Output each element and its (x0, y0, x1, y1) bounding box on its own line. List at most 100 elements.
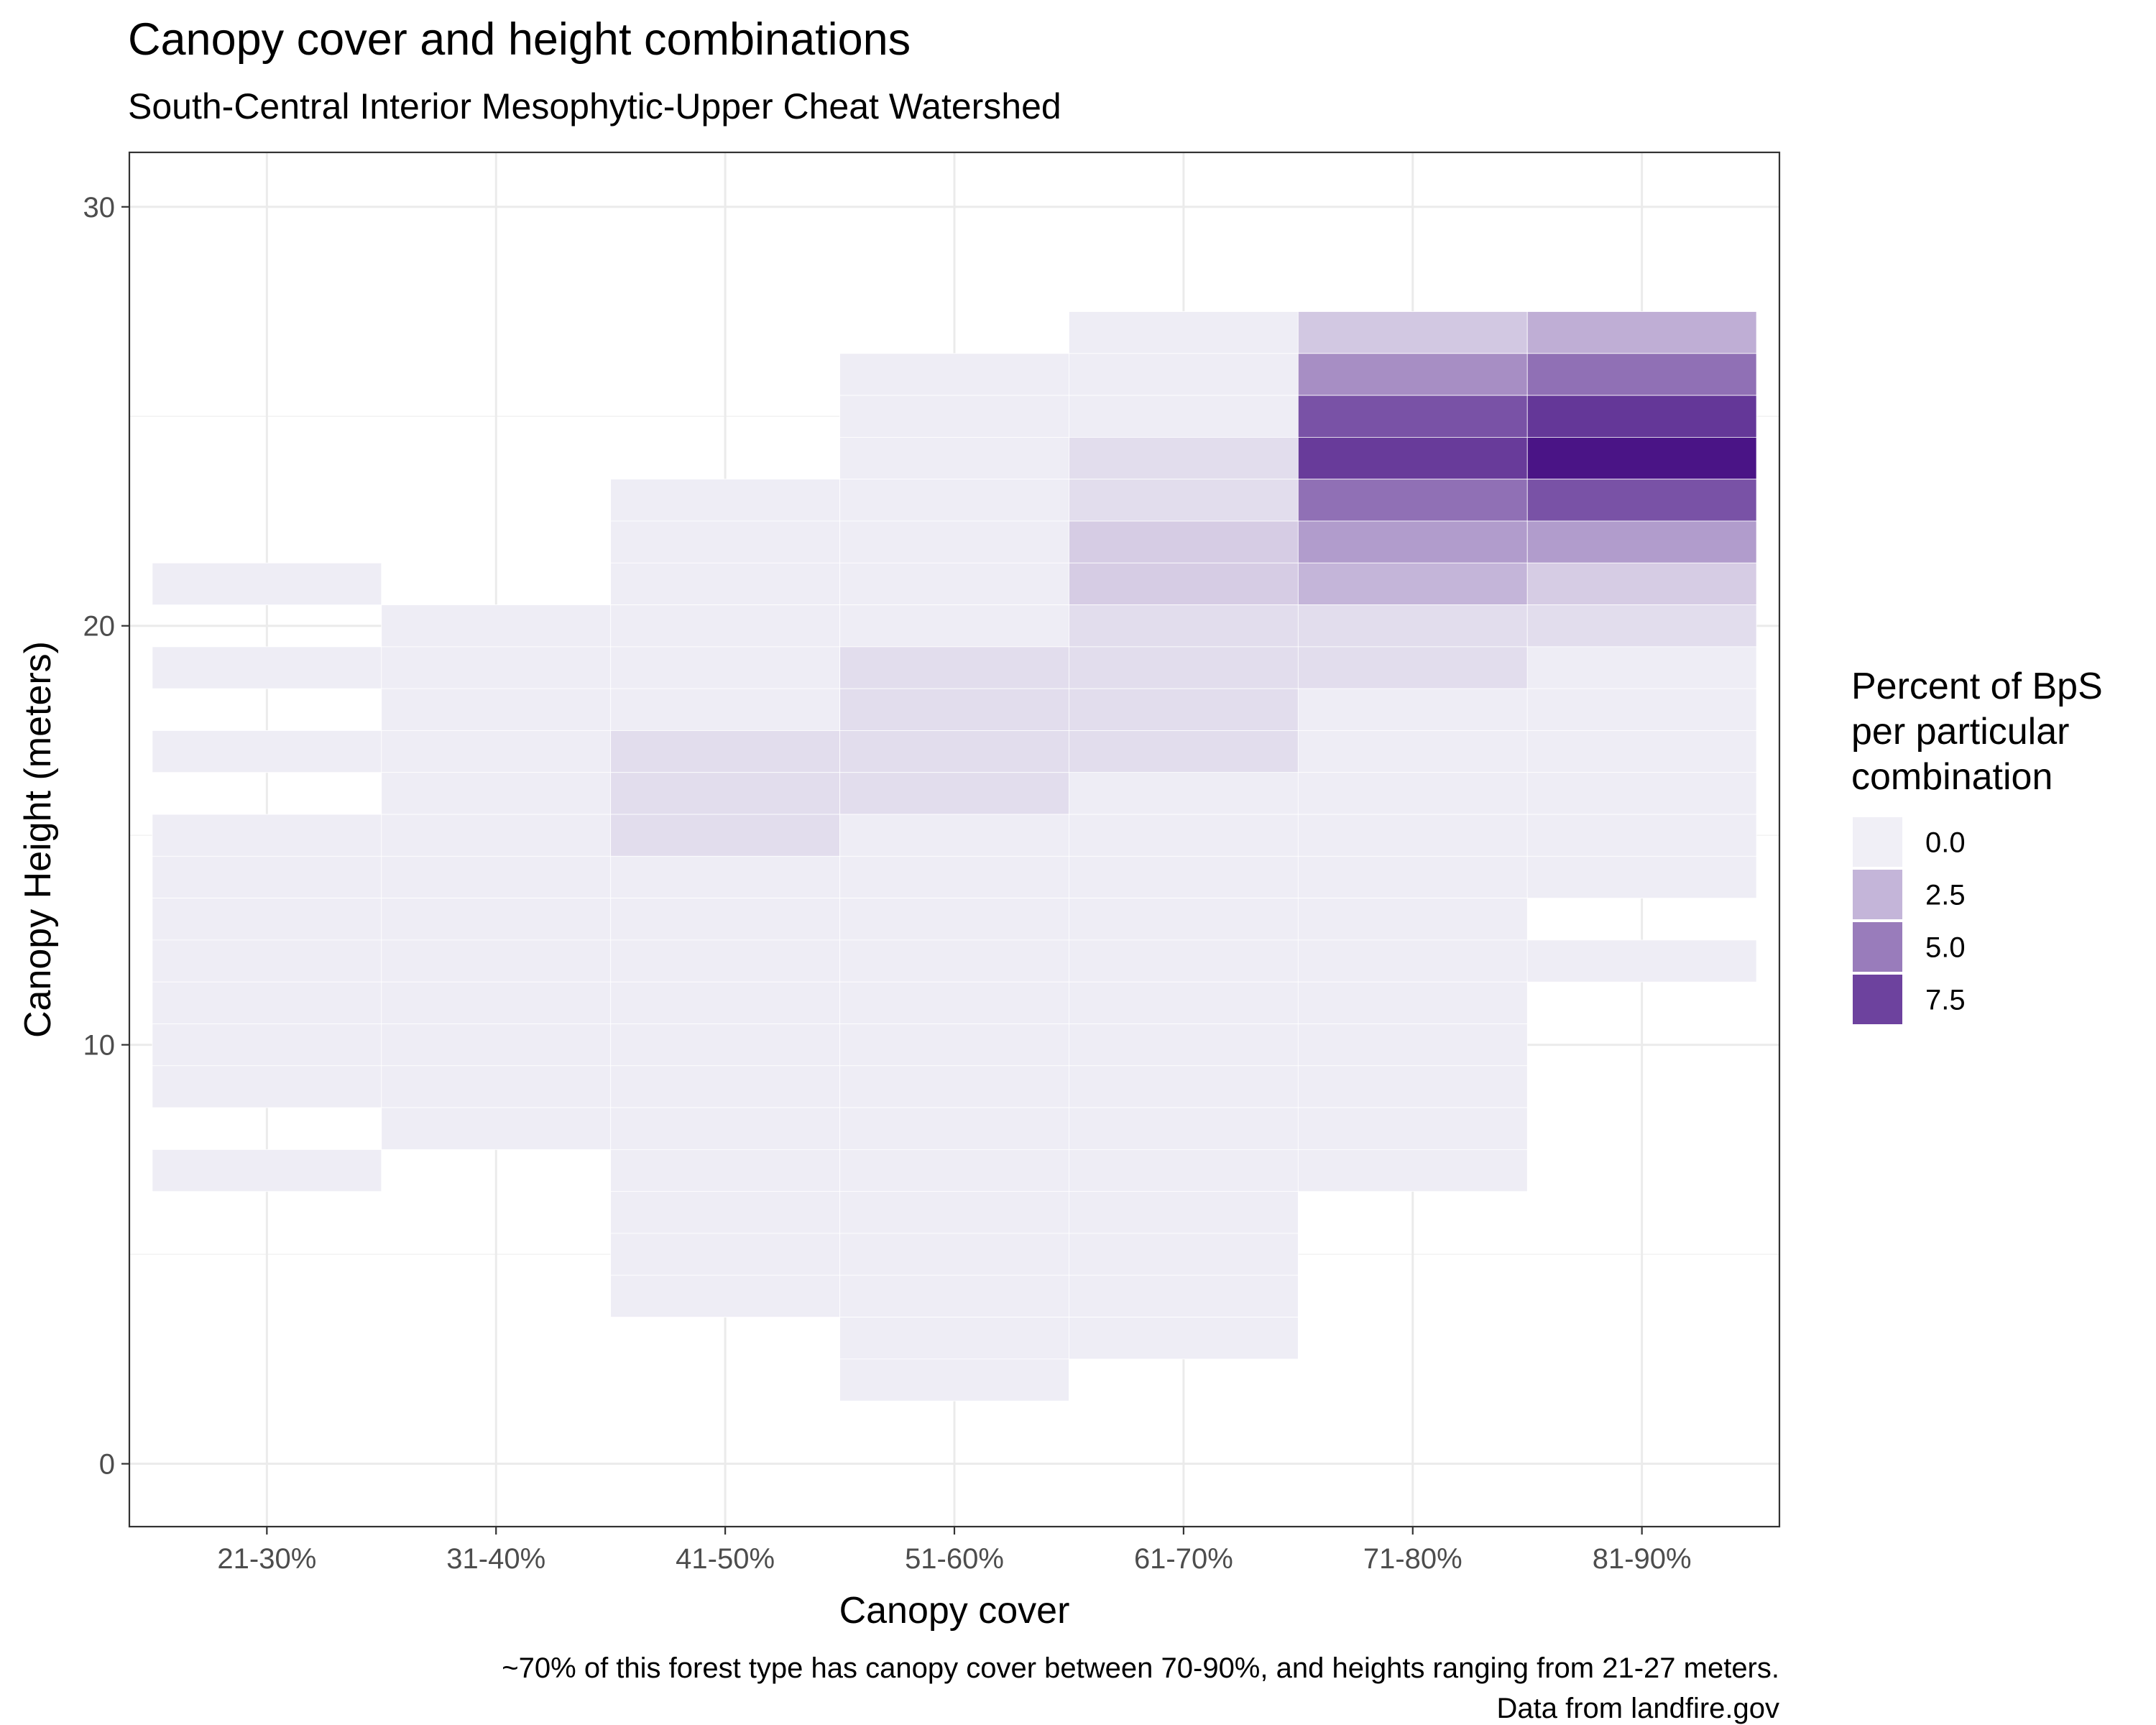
y-tick-label: 20 (83, 611, 116, 643)
heatmap-cell (1297, 855, 1528, 899)
heatmap-cell (381, 898, 612, 941)
heatmap-cell (1297, 479, 1528, 522)
heatmap-cell (610, 562, 840, 605)
heatmap-cell (1069, 1317, 1299, 1360)
heatmap-cell (381, 772, 612, 815)
heatmap-cell (839, 1191, 1069, 1234)
y-tick-label: 30 (83, 192, 116, 224)
heatmap-cell (1526, 646, 1757, 689)
heatmap-cell (610, 1107, 840, 1150)
heatmap-cell (1069, 1149, 1299, 1192)
heatmap-cell (1297, 353, 1528, 396)
x-tick-label: 21-30% (217, 1543, 316, 1575)
heatmap-cell (381, 646, 612, 689)
heatmap-cell (1069, 562, 1299, 605)
heatmap-cell (610, 1065, 840, 1108)
heatmap-cell (152, 855, 382, 899)
heatmap-cell (839, 353, 1069, 396)
heatmap-cell (1069, 1107, 1299, 1150)
heatmap-cell (1069, 520, 1299, 564)
heatmap-cell (381, 855, 612, 899)
heatmap-cell (1297, 772, 1528, 815)
heatmap-cell (1297, 436, 1528, 480)
x-tick-label: 31-40% (446, 1543, 545, 1575)
heatmap-cell (1297, 1149, 1528, 1192)
heatmap-cell (1069, 1065, 1299, 1108)
heatmap-cell (1526, 436, 1757, 480)
heatmap-cell (839, 981, 1069, 1024)
heatmap-cell (1526, 604, 1757, 648)
x-tick-label: 61-70% (1134, 1543, 1233, 1575)
heatmap-cell (610, 479, 840, 522)
heatmap-cell (839, 730, 1069, 773)
heatmap-cell (1297, 395, 1528, 438)
heatmap-cell (839, 1149, 1069, 1192)
heatmap-cell (1069, 1191, 1299, 1234)
heatmap-cell (610, 730, 840, 773)
heatmap-cell (152, 1024, 382, 1067)
heatmap-cell (610, 1149, 840, 1192)
heatmap-cell (1069, 1024, 1299, 1067)
heatmap-cell (1069, 814, 1299, 857)
heatmap-cell (839, 604, 1069, 648)
heatmap-cell (381, 814, 612, 857)
heatmap-cell (1297, 1065, 1528, 1108)
heatmap-cell (1069, 1233, 1299, 1276)
heatmap-cell (152, 646, 382, 689)
heatmap-cell (1297, 311, 1528, 354)
heatmap-cell (610, 646, 840, 689)
legend-title-line: per particular (1851, 711, 2069, 753)
heatmap-cell (1297, 688, 1528, 731)
x-tick-label: 81-90% (1593, 1543, 1692, 1575)
heatmap-cell (1297, 1107, 1528, 1150)
heatmap-cell (381, 688, 612, 731)
heatmap-cell (1069, 353, 1299, 396)
heatmap-cell (1526, 730, 1757, 773)
heatmap-cell (610, 1274, 840, 1317)
heatmap-cell (1526, 395, 1757, 438)
heatmap-cell (839, 520, 1069, 564)
y-tick-label: 0 (99, 1449, 115, 1481)
heatmap-cell (381, 730, 612, 773)
legend-key-swatch (1853, 975, 1902, 1024)
heatmap-cell (1526, 479, 1757, 522)
legend-title-line: combination (1851, 756, 2053, 798)
x-tick-label: 51-60% (905, 1543, 1004, 1575)
heatmap-cell (610, 1233, 840, 1276)
legend-key-swatch (1853, 817, 1902, 867)
heatmap-cell (610, 898, 840, 941)
heatmap-cell (1526, 520, 1757, 564)
heatmap-cell (839, 1065, 1069, 1108)
legend-title-line: Percent of BpS (1851, 666, 2103, 707)
heatmap-cell (1069, 772, 1299, 815)
heatmap-cell (1526, 772, 1757, 815)
heatmap-cell (1526, 353, 1757, 396)
heatmap-cell (839, 814, 1069, 857)
heatmap-cell (1297, 604, 1528, 648)
heatmap-cell (839, 1107, 1069, 1150)
heatmap-cell (1069, 479, 1299, 522)
heatmap-cell (1297, 1024, 1528, 1067)
heatmap-cell (610, 520, 840, 564)
heatmap-cell (1069, 436, 1299, 480)
chart-subtitle: South-Central Interior Mesophytic-Upper … (128, 86, 1061, 126)
heatmap-cell (1069, 1274, 1299, 1317)
caption-line-2: Data from landfire.gov (1496, 1693, 1779, 1724)
x-axis: 21-30% 31-40% 41-50% 51-60% 61-70% 71-80% 81-9… (217, 1527, 1692, 1575)
heatmap-cell (1297, 814, 1528, 857)
legend-key-label: 0.0 (1925, 827, 1966, 859)
heatmap-cell (839, 1274, 1069, 1317)
heatmap-cell (1069, 646, 1299, 689)
heatmap-cell (839, 1317, 1069, 1360)
heatmap-cell (152, 730, 382, 773)
heatmap-cell (1297, 520, 1528, 564)
heatmap-cell (1526, 311, 1757, 354)
legend-key-swatch (1853, 922, 1902, 972)
heatmap-cell (839, 939, 1069, 983)
heatmap-cell (381, 1065, 612, 1108)
heatmap-cell (152, 562, 382, 605)
heatmap-cell (381, 981, 612, 1024)
heatmap-cell (610, 688, 840, 731)
